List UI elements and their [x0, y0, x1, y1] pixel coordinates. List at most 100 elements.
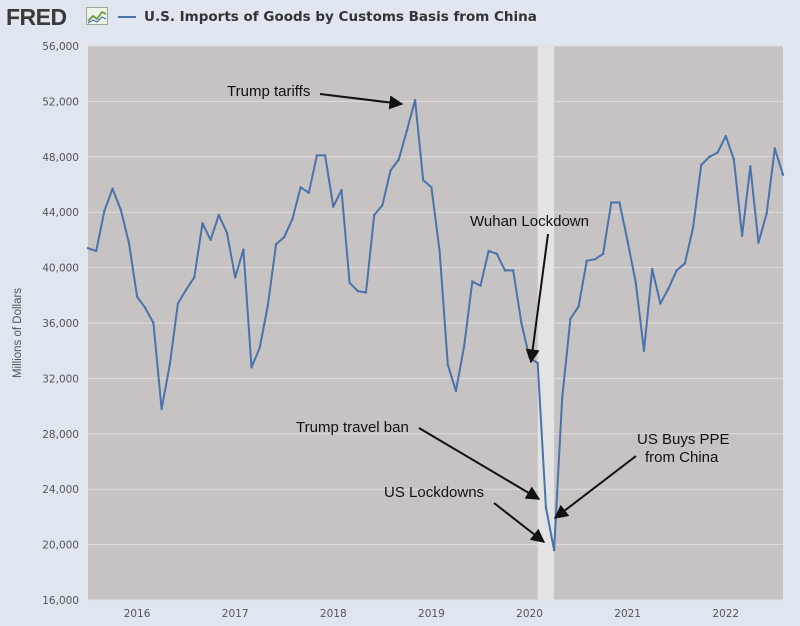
data-point — [209, 238, 212, 242]
data-point — [307, 191, 310, 195]
data-point — [160, 407, 163, 411]
data-point — [299, 186, 302, 189]
data-point — [217, 213, 221, 217]
data-point — [561, 396, 564, 399]
annotation-trump-tariffs: Trump tariffs — [227, 83, 310, 100]
data-point — [626, 240, 629, 243]
data-point — [103, 209, 106, 213]
data-point — [315, 154, 319, 157]
data-point — [274, 242, 278, 246]
y-tick-label: 36,000 — [42, 318, 79, 330]
y-tick-label: 20,000 — [42, 540, 79, 552]
gridlines — [88, 45, 783, 601]
x-tick-label: 2021 — [614, 608, 641, 620]
data-point — [650, 267, 654, 271]
data-point — [438, 249, 441, 253]
y-tick-label: 44,000 — [42, 207, 79, 219]
data-point — [332, 205, 335, 208]
y-tick-label: 56,000 — [42, 41, 79, 53]
y-tick-label: 32,000 — [42, 373, 79, 385]
data-point — [94, 249, 98, 253]
data-point — [184, 288, 188, 291]
data-point — [569, 317, 572, 321]
data-point — [773, 147, 777, 150]
data-point — [446, 363, 449, 366]
data-point — [348, 281, 351, 285]
annotation-trump-travel-ban: Trump travel ban — [296, 419, 409, 436]
series-line — [87, 99, 784, 552]
data-point — [242, 248, 245, 251]
data-point — [675, 269, 678, 272]
data-point — [667, 287, 670, 290]
series-points — [86, 98, 785, 552]
data-point — [732, 158, 736, 161]
data-point — [176, 302, 180, 305]
data-point — [168, 363, 171, 366]
data-point — [765, 212, 768, 215]
data-point — [364, 291, 368, 294]
data-point — [201, 222, 204, 225]
data-point — [471, 280, 474, 283]
data-point — [454, 389, 458, 393]
y-tick-label: 16,000 — [42, 595, 79, 607]
data-point — [291, 217, 294, 221]
data-point — [610, 201, 613, 204]
data-point — [528, 356, 531, 359]
annotation-us-buys-ppe-line1: US Buys PPE — [637, 431, 730, 448]
y-tick-label: 24,000 — [42, 484, 79, 496]
data-point — [757, 241, 760, 244]
data-point — [495, 252, 499, 255]
data-point — [577, 305, 580, 308]
data-point — [381, 204, 384, 207]
x-tick-label: 2017 — [222, 608, 249, 620]
data-point — [536, 361, 539, 365]
data-point — [250, 366, 253, 369]
y-tick-label: 40,000 — [42, 263, 79, 275]
data-point — [683, 262, 687, 265]
annotation-wuhan-lockdown: Wuhan Lockdown — [470, 213, 589, 230]
data-point — [397, 158, 400, 161]
annotations: Trump tariffs Wuhan Lockdown Trump trave… — [227, 83, 730, 543]
x-tick-label: 2022 — [712, 608, 739, 620]
y-tick-label: 28,000 — [42, 429, 79, 441]
data-point — [152, 321, 155, 325]
data-point — [552, 548, 556, 552]
data-point — [144, 306, 147, 309]
y-tick-label: 52,000 — [42, 96, 79, 108]
arrow-us-buys-ppe — [553, 455, 637, 519]
data-point — [283, 235, 286, 239]
data-point — [585, 259, 588, 262]
annotation-us-buys-ppe-line2: from China — [645, 449, 719, 466]
data-point — [389, 169, 392, 172]
data-point — [193, 276, 196, 279]
arrow-trump-travel-ban — [418, 427, 541, 500]
data-point — [422, 179, 425, 182]
legend-series-label: U.S. Imports of Goods by Customs Basis f… — [144, 9, 537, 25]
data-point — [601, 252, 605, 255]
data-point — [323, 154, 327, 157]
fred-logo[interactable]: FRED — [6, 4, 67, 30]
data-point — [618, 201, 621, 204]
x-tick-label: 2018 — [320, 608, 347, 620]
data-point — [430, 186, 433, 189]
data-point — [700, 163, 703, 167]
data-point — [119, 208, 122, 211]
data-point — [511, 269, 515, 272]
x-tick-label: 2020 — [516, 608, 543, 620]
data-point — [405, 129, 409, 132]
data-point — [86, 247, 90, 250]
y-tick-label: 48,000 — [42, 152, 79, 164]
arrow-trump-tariffs — [319, 93, 404, 110]
header: FRED U.S. Imports of Goods by Customs Ba… — [0, 0, 800, 36]
data-point — [749, 165, 752, 168]
data-point — [258, 346, 261, 350]
fred-chart-icon — [86, 7, 108, 25]
data-point — [544, 506, 548, 509]
x-axis-ticks: 2016 2017 2018 2019 2020 2021 2022 — [124, 608, 739, 620]
data-point — [642, 349, 646, 352]
data-point — [372, 213, 376, 217]
data-point — [266, 303, 270, 307]
annotation-us-lockdowns: US Lockdowns — [384, 484, 484, 501]
y-axis-label: Millions of Dollars — [12, 287, 24, 379]
